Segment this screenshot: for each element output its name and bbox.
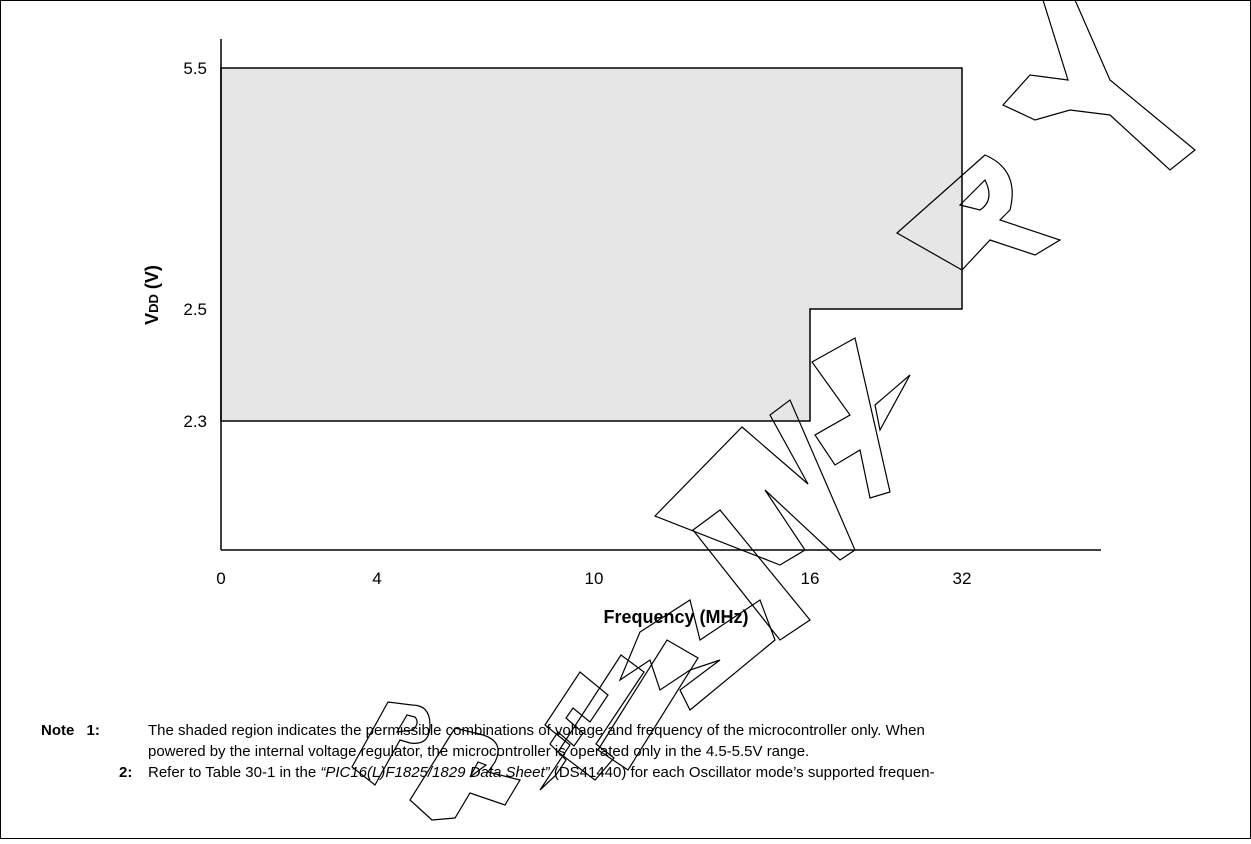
- y-axis-title: VDD (V): [142, 265, 162, 325]
- watermark-letter-l: [557, 654, 645, 781]
- y-tick-label: 5.5: [183, 59, 207, 78]
- y-axis-title-unit: (V): [142, 265, 162, 289]
- x-tick-label: 0: [216, 569, 225, 588]
- note-1-text-line-1: The shaded region indicates the permissi…: [148, 722, 925, 739]
- note-1-line-1: Note 1:: [41, 720, 100, 741]
- watermark-letter-i: [597, 639, 699, 771]
- note-2-prefix: Refer to Table 30-1 in the: [148, 764, 321, 781]
- x-tick-label: 4: [372, 569, 381, 588]
- watermark-letter-p: [351, 701, 431, 786]
- operating-region: [220, 67, 963, 422]
- x-tick-label: 32: [953, 569, 972, 588]
- note-label: Note: [41, 722, 75, 739]
- watermark-letter-i2: [692, 509, 811, 641]
- watermark-letter-n: [653, 399, 856, 566]
- watermark-letter-a: [811, 337, 911, 499]
- y-tick-label: 2.3: [183, 412, 207, 431]
- note-1-text-line-2: powered by the internal voltage regulato…: [148, 743, 810, 760]
- x-axis-title: Frequency (MHz): [603, 607, 748, 627]
- watermark-letter-m: [618, 599, 776, 711]
- watermark-letter-r: [409, 727, 521, 821]
- notes-area: Note 1: The shaded region indicates the …: [0, 720, 1251, 820]
- note-1-number: 1:: [86, 722, 100, 739]
- note-2-number: 2:: [119, 762, 132, 783]
- y-tick-label: 2.5: [183, 300, 207, 319]
- note-2-suffix: (DS41440) for each Oscillator mode’s sup…: [549, 764, 935, 781]
- note-2-text: Refer to Table 30-1 in the “PIC16(L)F182…: [148, 762, 935, 783]
- x-tick-label: 10: [585, 569, 604, 588]
- y-axis-title-main: V: [142, 313, 162, 325]
- x-tick-label: 16: [801, 569, 820, 588]
- watermark-letter-y: [1002, 0, 1196, 171]
- watermark-letter-r2: [895, 154, 1062, 271]
- note-2-number-text: 2:: [119, 764, 133, 781]
- y-axis-title-sub: DD: [146, 294, 161, 313]
- preliminary-watermark: [351, 0, 1196, 821]
- note-2-datasheet-title: “PIC16(L)F1825/1829 Data Sheet”: [320, 764, 550, 781]
